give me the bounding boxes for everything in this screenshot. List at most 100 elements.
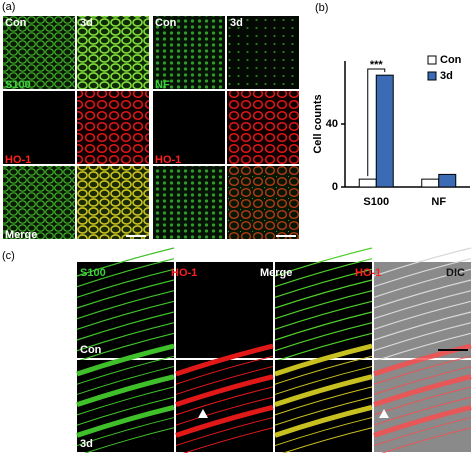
fiber: [274, 355, 373, 385]
fiber: [373, 343, 472, 377]
micrograph: [3, 166, 75, 239]
micrograph: [275, 360, 372, 452]
fiber: [373, 427, 472, 457]
image-label: Merge: [5, 229, 37, 241]
image-label: NF: [155, 79, 170, 91]
fiber: [274, 427, 373, 457]
image-label: 3d: [80, 438, 93, 450]
micrograph: [153, 166, 225, 239]
micrograph: [77, 166, 149, 239]
fiber: [274, 396, 373, 426]
fiber: [274, 290, 373, 320]
fiber: [76, 279, 175, 309]
fiber: [373, 290, 472, 320]
fiber: [373, 322, 472, 352]
fiber: [373, 374, 472, 408]
image-label: Merge: [260, 267, 292, 279]
micrograph: [275, 262, 372, 358]
fiber: [274, 332, 373, 362]
micrograph: [153, 16, 225, 89]
arrowhead: [198, 409, 208, 418]
image-label: 3d: [230, 17, 243, 29]
micrograph: [153, 91, 225, 164]
fiber: [175, 417, 274, 447]
fiber: [274, 417, 373, 447]
fiber: [76, 396, 175, 426]
micrograph: [77, 360, 174, 452]
significance-bracket: [367, 68, 386, 177]
legend-label: Con: [440, 54, 462, 66]
x-tick-label: S100: [363, 196, 389, 208]
fiber: [76, 332, 175, 362]
fiber: [274, 258, 373, 288]
panel-label: (c): [2, 250, 15, 262]
fiber: [76, 386, 175, 416]
bar: [375, 74, 394, 188]
fiber: [76, 374, 175, 408]
micrograph: [77, 16, 149, 89]
fiber: [175, 427, 274, 457]
image-label: S100: [5, 79, 31, 91]
image-label: DIC: [446, 267, 465, 279]
fiber: [373, 396, 472, 426]
legend-swatch: [427, 55, 437, 65]
y-tick-label: 0: [332, 181, 338, 193]
image-label: Con: [155, 17, 177, 29]
image-label: Con: [5, 17, 27, 29]
image-label: HO-1: [355, 267, 381, 279]
fiber: [274, 279, 373, 309]
image-label: S100: [80, 267, 106, 279]
fiber: [373, 247, 472, 277]
arrowhead: [379, 409, 389, 418]
fiber: [76, 355, 175, 385]
fiber: [76, 268, 175, 298]
micrograph: [176, 360, 273, 452]
fiber: [76, 290, 175, 320]
fiber: [373, 268, 472, 298]
fiber: [274, 404, 373, 438]
y-tick-label: 40: [326, 118, 338, 130]
fiber: [76, 343, 175, 377]
fiber: [373, 300, 472, 330]
fiber: [76, 417, 175, 447]
x-tick-label: NF: [431, 196, 446, 208]
fiber: [175, 355, 274, 385]
fiber: [76, 404, 175, 438]
micrograph: [77, 262, 174, 358]
fiber: [373, 355, 472, 385]
image-label: Con: [80, 344, 102, 356]
micrograph: [176, 262, 273, 358]
fiber: [76, 258, 175, 288]
micrographs: [3, 16, 472, 457]
fiber: [274, 247, 373, 277]
legend-label: 3d: [440, 70, 453, 82]
fiber: [76, 427, 175, 457]
fiber: [274, 386, 373, 416]
bar: [358, 178, 377, 188]
fiber: [76, 322, 175, 352]
fiber: [274, 268, 373, 298]
fiber: [76, 365, 175, 395]
fiber: [373, 365, 472, 395]
fiber: [274, 365, 373, 395]
fiber: [274, 300, 373, 330]
image-label: HO-1: [155, 154, 181, 166]
image-label: HO-1: [5, 154, 31, 166]
fiber: [274, 343, 373, 377]
fiber: [373, 332, 472, 362]
bar: [438, 173, 457, 188]
significance-label: ***: [370, 59, 384, 71]
micrograph: [3, 16, 75, 89]
fiber: [274, 322, 373, 352]
micrograph: [77, 91, 149, 164]
fiber: [373, 258, 472, 288]
image-label: 3d: [80, 17, 93, 29]
panel-label: (b): [315, 2, 328, 14]
legend-swatch: [427, 71, 437, 81]
fiber: [76, 300, 175, 330]
micrograph: [374, 262, 471, 358]
fiber: [373, 311, 472, 341]
fiber: [175, 396, 274, 426]
panel-label: (a): [2, 1, 15, 13]
